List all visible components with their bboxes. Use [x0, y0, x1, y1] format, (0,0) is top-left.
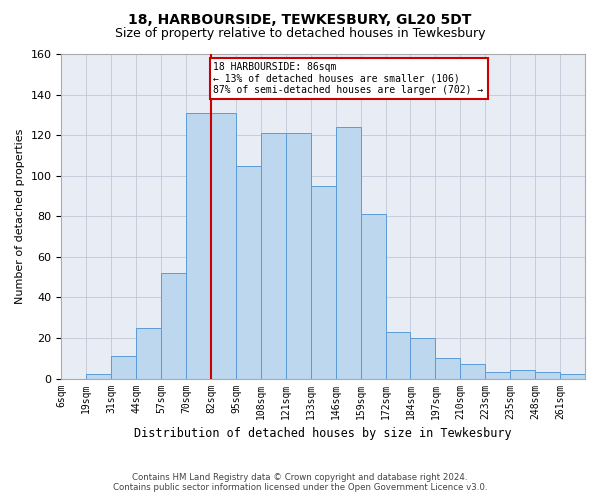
X-axis label: Distribution of detached houses by size in Tewkesbury: Distribution of detached houses by size …: [134, 427, 512, 440]
Bar: [236, 166, 261, 378]
Bar: [161, 273, 186, 378]
Bar: [311, 186, 335, 378]
Bar: [485, 372, 510, 378]
Y-axis label: Number of detached properties: Number of detached properties: [15, 128, 25, 304]
Bar: [560, 374, 585, 378]
Bar: [510, 370, 535, 378]
Bar: [361, 214, 386, 378]
Text: 18 HARBOURSIDE: 86sqm
← 13% of detached houses are smaller (106)
87% of semi-det: 18 HARBOURSIDE: 86sqm ← 13% of detached …: [214, 62, 484, 96]
Text: 18, HARBOURSIDE, TEWKESBURY, GL20 5DT: 18, HARBOURSIDE, TEWKESBURY, GL20 5DT: [128, 12, 472, 26]
Bar: [386, 332, 410, 378]
Bar: [436, 358, 460, 378]
Bar: [86, 374, 111, 378]
Bar: [261, 133, 286, 378]
Text: Contains HM Land Registry data © Crown copyright and database right 2024.
Contai: Contains HM Land Registry data © Crown c…: [113, 473, 487, 492]
Text: Size of property relative to detached houses in Tewkesbury: Size of property relative to detached ho…: [115, 28, 485, 40]
Bar: [211, 113, 236, 378]
Bar: [335, 127, 361, 378]
Bar: [460, 364, 485, 378]
Bar: [410, 338, 436, 378]
Bar: [286, 133, 311, 378]
Bar: [186, 113, 211, 378]
Bar: [535, 372, 560, 378]
Bar: [136, 328, 161, 378]
Bar: [111, 356, 136, 378]
